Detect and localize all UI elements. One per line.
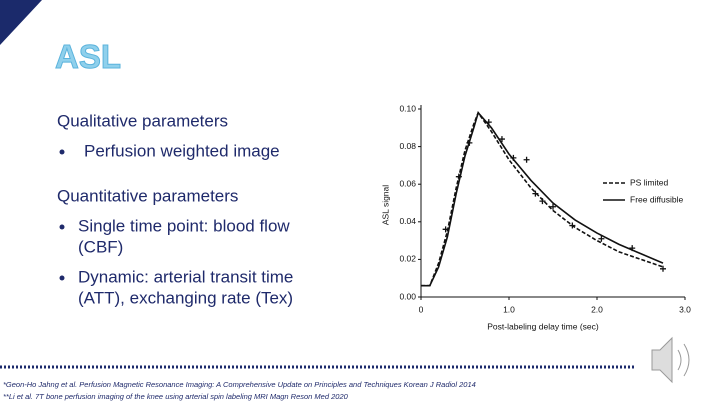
bullet xyxy=(59,149,65,155)
section-heading: Quantitative parameters xyxy=(57,186,238,205)
data-point xyxy=(466,139,473,146)
y-tick-label: 0.10 xyxy=(399,103,416,113)
y-tick-label: 0.02 xyxy=(399,254,416,264)
bullet-text: Single time point: blood flow xyxy=(78,216,290,235)
y-tick-label: 0.00 xyxy=(399,291,416,301)
x-tick-label: 0 xyxy=(419,304,424,314)
corner-decoration xyxy=(0,0,42,45)
data-point xyxy=(550,203,556,210)
line-series xyxy=(421,111,664,287)
data-point xyxy=(660,265,666,272)
data-point xyxy=(569,222,576,229)
data-point xyxy=(510,154,517,161)
line-series xyxy=(421,111,664,287)
data-point xyxy=(455,173,462,180)
bullet-text: (CBF) xyxy=(78,237,123,256)
speaker-icon xyxy=(651,336,690,384)
y-axis-label: ASL signal xyxy=(380,185,390,225)
x-axis-label: Post-labeling delay time (sec) xyxy=(487,321,599,331)
x-tick-label: 1.0 xyxy=(503,304,515,314)
data-point xyxy=(539,198,546,205)
bullet xyxy=(59,224,65,230)
data-point xyxy=(532,190,539,197)
x-tick-label: 2.0 xyxy=(591,304,603,314)
y-tick-label: 0.08 xyxy=(399,141,416,151)
bullet-text: Perfusion weighted image xyxy=(84,141,280,160)
bullet xyxy=(59,275,65,281)
slide-title: ASL xyxy=(55,38,121,75)
data-point xyxy=(498,136,505,143)
legend-label: Free diffusible xyxy=(630,194,684,204)
bullet-text: Dynamic: arterial transit time xyxy=(78,267,293,286)
footnote: *Geon-Ho Jahng et al. Perfusion Magnetic… xyxy=(3,380,476,389)
x-tick-label: 3.0 xyxy=(679,304,691,314)
data-point xyxy=(442,226,449,233)
data-point xyxy=(523,156,530,163)
section-heading: Qualitative parameters xyxy=(57,111,228,130)
y-tick-label: 0.04 xyxy=(399,216,416,226)
legend-label: PS limited xyxy=(630,177,669,187)
data-point xyxy=(485,119,492,126)
data-point xyxy=(598,235,605,242)
y-tick-label: 0.06 xyxy=(399,178,416,188)
footnote: **Li et al. 7T bone perfusion imaging of… xyxy=(3,392,349,401)
data-point xyxy=(629,245,636,252)
bullet-text: (ATT), exchanging rate (Tex) xyxy=(78,288,293,307)
